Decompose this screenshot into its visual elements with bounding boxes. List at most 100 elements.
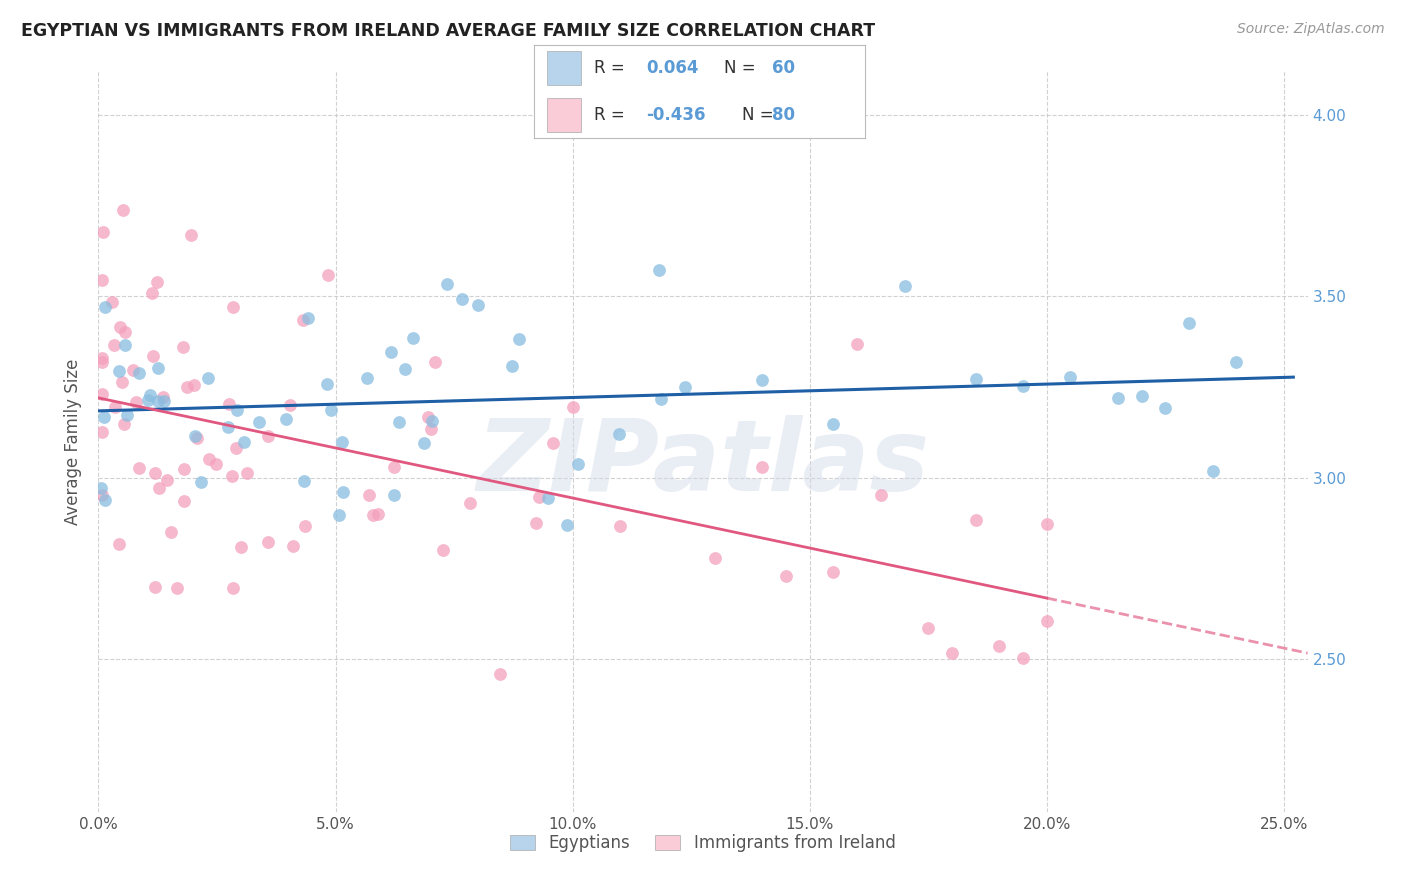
Point: [321, 402, 343, 417]
Point: [107, 537, 129, 551]
Point: [152, 390, 174, 404]
Point: [160, 524, 183, 539]
Legend: Egyptians, Immigrants from Ireland: Egyptians, Immigrants from Ireland: [503, 828, 903, 859]
Point: [222, 581, 245, 595]
Point: [218, 397, 240, 411]
Point: [280, 398, 302, 412]
Point: [136, 392, 159, 407]
Point: [541, 436, 564, 450]
Point: [184, 429, 207, 443]
Point: [846, 337, 869, 351]
Point: [91, 225, 114, 239]
Point: [153, 394, 176, 409]
Point: [91, 488, 114, 502]
Point: [225, 441, 247, 455]
Point: [965, 513, 987, 527]
Point: [217, 419, 239, 434]
Point: [1059, 370, 1081, 384]
Point: [917, 621, 939, 635]
Point: [1012, 379, 1035, 393]
Point: [382, 488, 405, 502]
Point: [607, 426, 630, 441]
Point: [330, 434, 353, 449]
Y-axis label: Average Family Size: Average Family Size: [65, 359, 83, 524]
Point: [128, 366, 150, 380]
Text: R =: R =: [593, 106, 630, 124]
Point: [146, 275, 169, 289]
Point: [247, 415, 270, 429]
Point: [281, 539, 304, 553]
Point: [1036, 614, 1059, 628]
Point: [172, 340, 194, 354]
Point: [1154, 401, 1177, 415]
Point: [93, 409, 115, 424]
Point: [292, 312, 315, 326]
Point: [418, 410, 440, 425]
Point: [450, 292, 472, 306]
Point: [143, 580, 166, 594]
Point: [356, 370, 378, 384]
Point: [751, 459, 773, 474]
Point: [609, 518, 631, 533]
Point: [142, 349, 165, 363]
Point: [226, 403, 249, 417]
Point: [257, 535, 280, 549]
Point: [294, 519, 316, 533]
Point: [425, 355, 447, 369]
Point: [869, 487, 891, 501]
Text: EGYPTIAN VS IMMIGRANTS FROM IRELAND AVERAGE FAMILY SIZE CORRELATION CHART: EGYPTIAN VS IMMIGRANTS FROM IRELAND AVER…: [21, 22, 875, 40]
Point: [94, 300, 117, 314]
Point: [176, 380, 198, 394]
Text: R =: R =: [593, 59, 630, 77]
Point: [91, 273, 114, 287]
FancyBboxPatch shape: [547, 98, 581, 132]
Point: [432, 543, 454, 558]
Point: [941, 646, 963, 660]
Point: [186, 431, 208, 445]
Point: [121, 363, 143, 377]
Point: [146, 394, 169, 409]
Point: [367, 508, 389, 522]
Point: [108, 364, 131, 378]
Point: [101, 295, 124, 310]
Point: [197, 371, 219, 385]
Point: [173, 462, 195, 476]
Point: [103, 338, 125, 352]
Point: [236, 466, 259, 480]
Point: [111, 375, 134, 389]
Point: [524, 516, 547, 530]
Point: [508, 332, 530, 346]
Text: -0.436: -0.436: [647, 106, 706, 124]
Point: [190, 475, 212, 490]
Point: [436, 277, 458, 292]
Point: [328, 508, 350, 523]
Point: [318, 268, 340, 282]
Point: [229, 541, 252, 555]
Point: [91, 355, 114, 369]
Point: [420, 422, 443, 436]
Point: [232, 435, 254, 450]
Point: [751, 373, 773, 387]
Point: [648, 262, 671, 277]
Point: [965, 372, 987, 386]
Point: [561, 400, 583, 414]
Point: [183, 377, 205, 392]
Point: [467, 298, 489, 312]
Point: [332, 485, 354, 500]
Point: [775, 568, 797, 582]
Point: [91, 351, 114, 365]
Point: [297, 310, 319, 325]
Point: [1202, 464, 1225, 478]
Point: [292, 475, 315, 489]
Point: [104, 400, 127, 414]
Point: [146, 360, 169, 375]
Point: [1178, 316, 1201, 330]
Point: [394, 361, 416, 376]
Point: [114, 325, 136, 339]
Point: [128, 461, 150, 475]
Point: [114, 337, 136, 351]
FancyBboxPatch shape: [547, 51, 581, 85]
Point: [91, 387, 114, 401]
Point: [111, 203, 134, 218]
Point: [156, 473, 179, 487]
